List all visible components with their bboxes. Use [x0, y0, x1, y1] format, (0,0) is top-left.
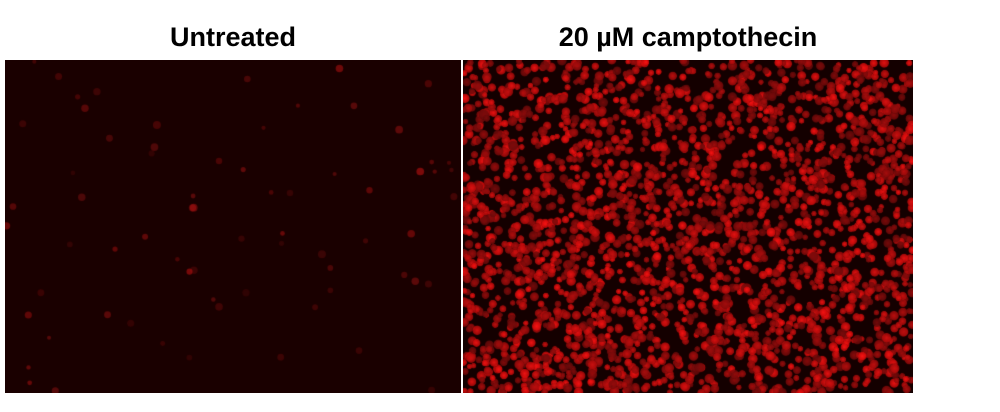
panel-title-camptothecin: 20 µM camptothecin — [558, 22, 818, 52]
micrograph-untreated — [5, 60, 461, 393]
micrograph-camptothecin — [463, 60, 913, 393]
panel-title-untreated: Untreated — [169, 22, 297, 52]
